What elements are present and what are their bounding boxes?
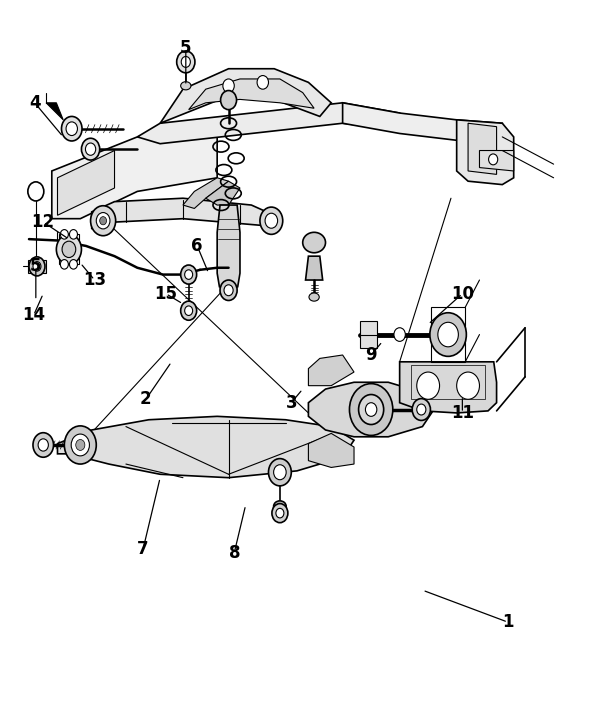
Circle shape bbox=[185, 270, 192, 279]
Circle shape bbox=[90, 206, 116, 236]
Polygon shape bbox=[457, 120, 514, 185]
Circle shape bbox=[276, 508, 284, 518]
Ellipse shape bbox=[274, 501, 286, 512]
Circle shape bbox=[66, 122, 77, 136]
Polygon shape bbox=[360, 321, 377, 348]
Circle shape bbox=[438, 322, 459, 346]
Circle shape bbox=[100, 217, 106, 225]
Circle shape bbox=[76, 439, 85, 450]
Circle shape bbox=[257, 75, 268, 89]
Circle shape bbox=[61, 260, 68, 269]
Polygon shape bbox=[28, 260, 46, 273]
Text: 13: 13 bbox=[83, 271, 106, 289]
Circle shape bbox=[224, 285, 233, 295]
Circle shape bbox=[274, 465, 286, 480]
Circle shape bbox=[417, 372, 440, 399]
Circle shape bbox=[260, 207, 283, 234]
Text: 14: 14 bbox=[22, 307, 45, 324]
Polygon shape bbox=[206, 181, 240, 205]
Polygon shape bbox=[468, 124, 497, 175]
Circle shape bbox=[33, 261, 41, 271]
Text: 15: 15 bbox=[154, 285, 178, 302]
Circle shape bbox=[56, 234, 81, 264]
Text: 12: 12 bbox=[31, 213, 55, 231]
Circle shape bbox=[457, 372, 479, 399]
Circle shape bbox=[185, 306, 192, 315]
Polygon shape bbox=[217, 205, 240, 290]
Text: 7: 7 bbox=[137, 540, 149, 558]
Polygon shape bbox=[308, 355, 354, 386]
Polygon shape bbox=[308, 382, 434, 437]
Circle shape bbox=[69, 229, 77, 239]
Polygon shape bbox=[400, 362, 497, 413]
Text: 10: 10 bbox=[451, 285, 474, 302]
Circle shape bbox=[33, 432, 53, 457]
Circle shape bbox=[29, 257, 45, 276]
Circle shape bbox=[176, 51, 195, 73]
Circle shape bbox=[223, 79, 234, 92]
Ellipse shape bbox=[309, 293, 319, 301]
Polygon shape bbox=[46, 103, 63, 120]
Circle shape bbox=[38, 439, 48, 451]
Circle shape bbox=[412, 398, 431, 420]
Circle shape bbox=[28, 182, 44, 201]
Circle shape bbox=[86, 143, 96, 155]
Circle shape bbox=[265, 213, 277, 228]
Text: 6: 6 bbox=[191, 237, 203, 255]
Circle shape bbox=[64, 426, 96, 464]
Circle shape bbox=[81, 138, 100, 160]
Circle shape bbox=[220, 91, 236, 109]
Text: 4: 4 bbox=[29, 94, 40, 111]
Circle shape bbox=[430, 312, 466, 356]
Polygon shape bbox=[305, 256, 323, 280]
Circle shape bbox=[272, 503, 288, 523]
Polygon shape bbox=[137, 103, 400, 143]
Circle shape bbox=[181, 265, 197, 284]
Polygon shape bbox=[479, 151, 514, 171]
Circle shape bbox=[181, 57, 190, 67]
Circle shape bbox=[394, 328, 405, 342]
Polygon shape bbox=[91, 198, 274, 229]
Text: 1: 1 bbox=[503, 613, 514, 631]
Circle shape bbox=[69, 260, 77, 269]
Circle shape bbox=[181, 301, 197, 320]
Polygon shape bbox=[189, 79, 314, 109]
Text: 3: 3 bbox=[286, 394, 297, 412]
Circle shape bbox=[359, 395, 384, 425]
Circle shape bbox=[61, 229, 68, 239]
Circle shape bbox=[365, 403, 377, 416]
Ellipse shape bbox=[303, 232, 326, 253]
Polygon shape bbox=[343, 103, 503, 143]
Polygon shape bbox=[58, 416, 354, 478]
Polygon shape bbox=[308, 433, 354, 467]
Polygon shape bbox=[58, 151, 115, 215]
Circle shape bbox=[96, 212, 110, 229]
Circle shape bbox=[489, 154, 498, 165]
Text: 5: 5 bbox=[180, 39, 191, 58]
Circle shape bbox=[62, 241, 76, 258]
Circle shape bbox=[62, 116, 82, 141]
Polygon shape bbox=[183, 178, 229, 209]
Text: 8: 8 bbox=[229, 544, 240, 562]
Text: 11: 11 bbox=[451, 404, 474, 422]
Circle shape bbox=[220, 280, 237, 300]
Polygon shape bbox=[52, 124, 217, 219]
Ellipse shape bbox=[181, 82, 191, 90]
Text: 5: 5 bbox=[30, 258, 42, 275]
Text: 2: 2 bbox=[140, 391, 151, 408]
Circle shape bbox=[349, 383, 393, 435]
Circle shape bbox=[71, 434, 90, 456]
Circle shape bbox=[417, 404, 426, 415]
Text: 9: 9 bbox=[365, 346, 377, 364]
Polygon shape bbox=[160, 69, 331, 124]
Circle shape bbox=[268, 459, 291, 486]
